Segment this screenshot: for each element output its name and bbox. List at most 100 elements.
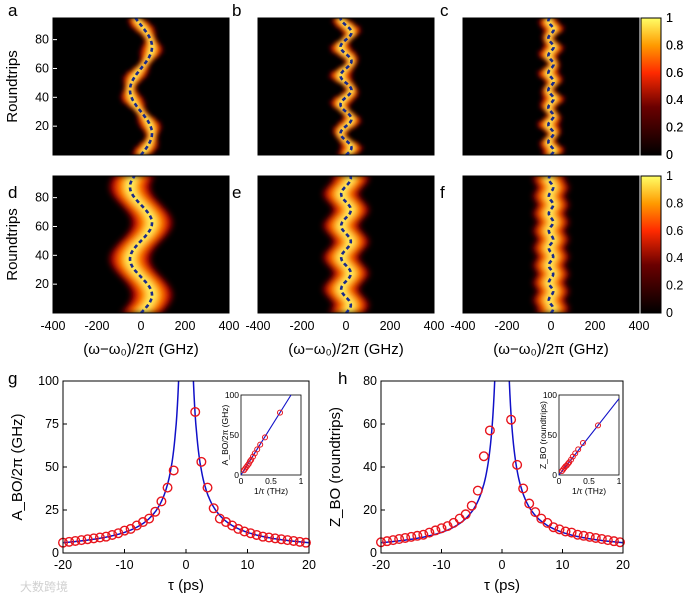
x-axis-label: (ω−ω₀)/2π (GHz) [288, 341, 403, 358]
x-tick-label: -10 [115, 558, 133, 572]
data-point [233, 523, 244, 534]
data-point [614, 537, 625, 548]
x-tick-label: 10 [556, 558, 570, 572]
data-point [94, 532, 105, 543]
data-point [590, 532, 601, 543]
inset-point [254, 446, 261, 453]
panel-label-b: b [232, 1, 241, 20]
data-point [472, 485, 483, 496]
colorbar-gradient [640, 17, 662, 156]
panel-label-g: g [8, 369, 17, 388]
data-point [478, 451, 489, 462]
beam-layer [337, 176, 355, 313]
data-point [512, 459, 523, 470]
y-tick-label: 40 [35, 248, 49, 262]
colorbar-tick-label: 1 [666, 11, 673, 25]
colorbar-tick-label: 0.6 [666, 224, 683, 238]
heatmap-panel-c: c 0 0.2 0.4 0.6 0.8 1 [440, 1, 683, 162]
data-point [400, 532, 411, 543]
heatmap-panel-e: -400 -200 0 200 400 (ω−ω₀)/2π (GHz) e [232, 175, 444, 358]
y-tick-label: 60 [363, 417, 377, 431]
data-point [608, 536, 619, 547]
data-point [294, 536, 305, 547]
colorbar-tick-label: 0 [666, 148, 673, 162]
data-point [548, 522, 559, 533]
data-point [382, 536, 393, 547]
colorbar: 0 0.2 0.4 0.6 0.8 1 [640, 11, 683, 162]
panel-label-d: d [8, 183, 17, 202]
colorbar-tick-label: 1 [666, 169, 673, 183]
data-point [82, 534, 93, 545]
inset-x-tick-label: 1 [299, 476, 304, 486]
data-point [466, 500, 477, 511]
heatmap-frame [462, 175, 640, 314]
data-point [196, 456, 207, 467]
data-point [270, 533, 281, 544]
data-point [107, 529, 118, 540]
data-point [506, 414, 517, 425]
colorbar-tick-label: 0.6 [666, 66, 683, 80]
data-point [88, 533, 99, 544]
data-point [257, 531, 268, 542]
trajectory-line [547, 176, 555, 313]
trajectory-line [339, 18, 353, 155]
data-point [64, 536, 75, 547]
beam-group [109, 176, 173, 313]
x-tick-label: 10 [241, 558, 255, 572]
x-axis-label: τ (ps) [168, 577, 204, 594]
y-tick-label: 80 [363, 374, 377, 388]
inset-x-tick-label: 0 [557, 476, 562, 486]
inset-y-label: A_BO/2π (GHz) [220, 405, 230, 466]
colorbar-tick-label: 0.8 [666, 196, 683, 210]
inset-y-tick-label: 100 [225, 390, 239, 400]
x-tick-label: 400 [629, 319, 650, 333]
inset-x-tick-label: 0.5 [265, 476, 277, 486]
inset-point [565, 460, 571, 467]
colorbar-tick-label: 0.2 [666, 121, 683, 135]
inset-y-tick-label: 0 [234, 470, 239, 480]
x-tick-label: 200 [585, 319, 606, 333]
data-point [578, 530, 589, 541]
colorbar-tick-label: 0.2 [666, 121, 683, 135]
colorbar-tick-label: 0.4 [666, 251, 683, 265]
data-point [524, 498, 535, 509]
x-tick-label: 400 [219, 319, 240, 333]
data-point [454, 513, 465, 524]
x-tick-label: 0 [548, 319, 555, 333]
x-tick-label: -20 [54, 558, 72, 572]
inset-y-label: Z_BO (roundtrips) [538, 401, 548, 469]
inset-g: 0 0.5 1 0 50 100 1/τ (THz) A_BO/2π (GHz) [220, 390, 304, 496]
heatmap-panel-f: -400 -200 0 200 400 (ω−ω₀)/2π (GHz) f 0 0.2 0.4 0.… [440, 169, 683, 358]
data-point [484, 425, 495, 436]
y-tick-label: 50 [45, 460, 59, 474]
data-point [113, 528, 124, 539]
x-tick-label: -400 [245, 319, 270, 333]
beam-layer [125, 176, 157, 313]
data-point [202, 482, 213, 493]
x-tick-label: 0 [183, 558, 190, 572]
x-tick-label: 200 [175, 319, 196, 333]
data-point [162, 482, 173, 493]
data-point [101, 531, 112, 542]
y-tick-label: 80 [35, 191, 49, 205]
data-point [442, 521, 453, 532]
colorbar-gradient [640, 175, 662, 314]
beam-group [322, 176, 370, 313]
data-point [288, 535, 299, 546]
theory-curve [508, 381, 623, 544]
data-point [412, 530, 423, 541]
data-point [239, 526, 250, 537]
y-tick-label: 80 [35, 33, 49, 47]
data-point [430, 525, 441, 536]
data-point [70, 535, 81, 546]
panel-label-e: e [232, 183, 241, 202]
colorbar-tick-label: 1 [666, 11, 673, 25]
colorbar: 0 0.2 0.4 0.6 0.8 1 [640, 169, 683, 320]
data-point [168, 465, 179, 476]
data-point [530, 507, 541, 518]
x-tick-label: -200 [494, 319, 519, 333]
panel-label-h: h [338, 369, 347, 388]
inset-point [277, 409, 283, 416]
